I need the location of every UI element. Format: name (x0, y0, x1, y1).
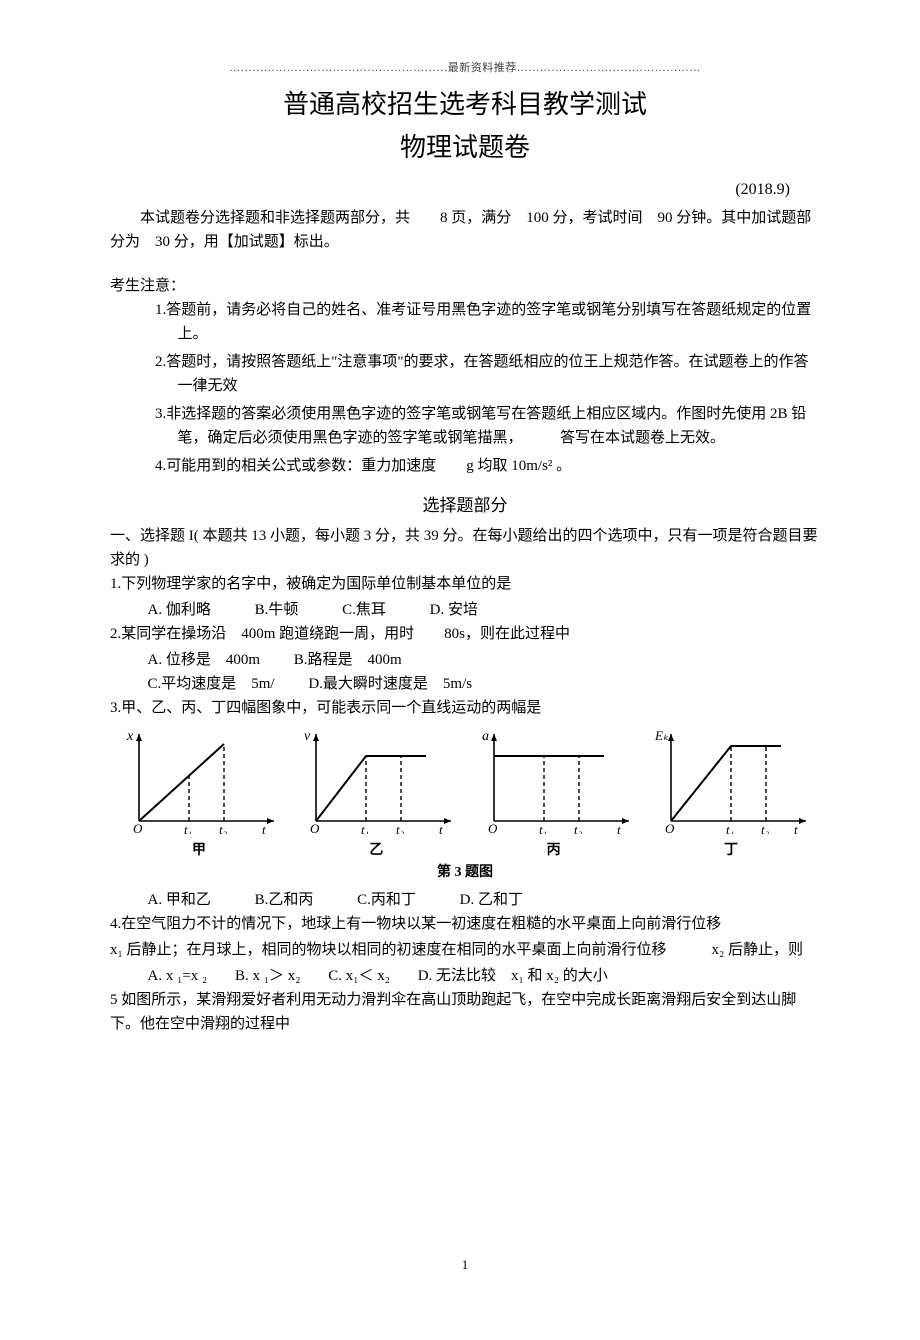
header-decorative-line: …………………………………………………最新资料推荐………………………………………… (110, 60, 820, 78)
question-5-text: 5 如图所示，某滑翔爱好者利用无动力滑判伞在高山顶助跑起飞，在空中完成长距离滑翔… (110, 988, 820, 1036)
question-4-text-1: 4.在空气阻力不计的情况下，地球上有一物块以某一初速度在粗糙的水平桌面上向前滑行… (110, 912, 820, 936)
question-2-options-row2: C.平均速度是 5m/ D.最大瞬时速度是 5m/s (148, 672, 821, 696)
figure-3-caption: 第 3 题图 (110, 862, 820, 884)
title-line-2: 物理试题卷 (110, 127, 820, 169)
q1-option-a: A. 伽利略 (148, 598, 211, 622)
q2-option-d: D.最大瞬时速度是 5m/s (308, 672, 472, 696)
q4-option-c: C. x₁＜ x₂ (328, 964, 390, 988)
notice-item-4: 4.可能用到的相关公式或参数：重力加速度 g 均取 10m/s² 。 (155, 454, 820, 478)
graph-ding: Eₖ t₁ t₂ t O 丁 (646, 726, 816, 862)
page-number: 1 (462, 1255, 469, 1276)
svg-text:t: t (617, 822, 621, 834)
svg-text:t: t (262, 822, 266, 834)
graph-label-bing: 丙 (469, 840, 639, 862)
graph-label-jia: 甲 (114, 840, 284, 862)
svg-text:t₁: t₁ (539, 822, 547, 834)
q3-option-b: B.乙和丙 (255, 888, 314, 912)
svg-text:O: O (488, 821, 498, 834)
q2-option-b: B.路程是 400m (294, 648, 402, 672)
question-3-text: 3.甲、乙、丙、丁四幅图象中，可能表示同一个直线运动的两幅是 (110, 696, 820, 720)
q1-option-c: C.焦耳 (342, 598, 386, 622)
notice-item-3: 3.非选择题的答案必须使用黑色字迹的签字笔或钢笔写在答题纸上相应区域内。作图时先… (155, 402, 820, 450)
question-1-options: A. 伽利略 B.牛顿 C.焦耳 D. 安培 (148, 598, 821, 622)
svg-text:v: v (304, 729, 311, 744)
question-1-text: 1.下列物理学家的名字中，被确定为国际单位制基本单位的是 (110, 572, 820, 596)
graph-bing: a t₁ t₂ t O 丙 (469, 726, 639, 862)
svg-text:Eₖ: Eₖ (654, 728, 669, 743)
graph-label-yi: 乙 (291, 840, 461, 862)
svg-text:O: O (310, 821, 320, 834)
svg-text:O: O (665, 821, 675, 834)
exam-date: (2018.9) (110, 177, 820, 203)
svg-text:x: x (126, 729, 134, 744)
svg-text:t₁: t₁ (184, 822, 192, 834)
section-intro: 一、选择题 I( 本题共 13 小题，每小题 3 分，共 39 分。在每小题给出… (110, 524, 820, 572)
graph-yi: v t₁ t₂ t O 乙 (291, 726, 461, 862)
question-2-options-row1: A. 位移是 400m B.路程是 400m (148, 648, 821, 672)
svg-text:t: t (794, 822, 798, 834)
svg-text:t₂: t₂ (761, 822, 770, 834)
q4-option-d: D. 无法比较 x₁ 和 x₂ 的大小 (418, 964, 608, 988)
q3-option-a: A. 甲和乙 (148, 888, 211, 912)
notice-heading: 考生注意： (110, 274, 820, 298)
svg-text:O: O (133, 821, 143, 834)
q2-option-a: A. 位移是 400m (148, 648, 261, 672)
svg-text:t: t (439, 822, 443, 834)
q2-option-c: C.平均速度是 5m/ (148, 672, 275, 696)
notice-item-1: 1.答题前，请务必将自己的姓名、准考证号用黑色字迹的签字笔或钢笔分别填写在答题纸… (155, 298, 820, 346)
question-4-text-2: x₁ 后静止；在月球上，相同的物块以相同的初速度在相同的水平桌面上向前滑行位移 … (110, 938, 820, 962)
svg-text:t₂: t₂ (219, 822, 228, 834)
question-2-text: 2.某同学在操场沿 400m 跑道绕跑一周，用时 80s，则在此过程中 (110, 622, 820, 646)
q4-option-b: B. x ₁＞ x₂ (235, 964, 300, 988)
question-3-graphs: x t₁ t₂ t O 甲 v t₁ t₂ t O (110, 726, 820, 862)
q1-option-b: B.牛顿 (255, 598, 299, 622)
svg-text:t₁: t₁ (726, 822, 734, 834)
question-4-options: A. x ₁=x ₂ B. x ₁＞ x₂ C. x₁＜ x₂ D. 无法比较 … (148, 964, 821, 988)
notice-item-2: 2.答题时，请按照答题纸上"注意事项"的要求，在答题纸相应的位王上规范作答。在试… (155, 350, 820, 398)
q3-option-c: C.丙和丁 (357, 888, 416, 912)
svg-text:t₁: t₁ (361, 822, 369, 834)
title-line-1: 普通高校招生选考科目教学测试 (110, 84, 820, 126)
q3-option-d: D. 乙和丁 (460, 888, 523, 912)
graph-label-ding: 丁 (646, 840, 816, 862)
q1-option-d: D. 安培 (430, 598, 478, 622)
question-3-options: A. 甲和乙 B.乙和丙 C.丙和丁 D. 乙和丁 (148, 888, 821, 912)
svg-text:t₂: t₂ (396, 822, 405, 834)
graph-jia: x t₁ t₂ t O 甲 (114, 726, 284, 862)
q4-option-a: A. x ₁=x ₂ (148, 964, 208, 988)
intro-paragraph: 本试题卷分选择题和非选择题两部分，共 8 页，满分 100 分，考试时间 90 … (110, 206, 820, 254)
svg-text:t₂: t₂ (574, 822, 583, 834)
section-title: 选择题部分 (110, 492, 820, 519)
svg-text:a: a (482, 729, 489, 744)
